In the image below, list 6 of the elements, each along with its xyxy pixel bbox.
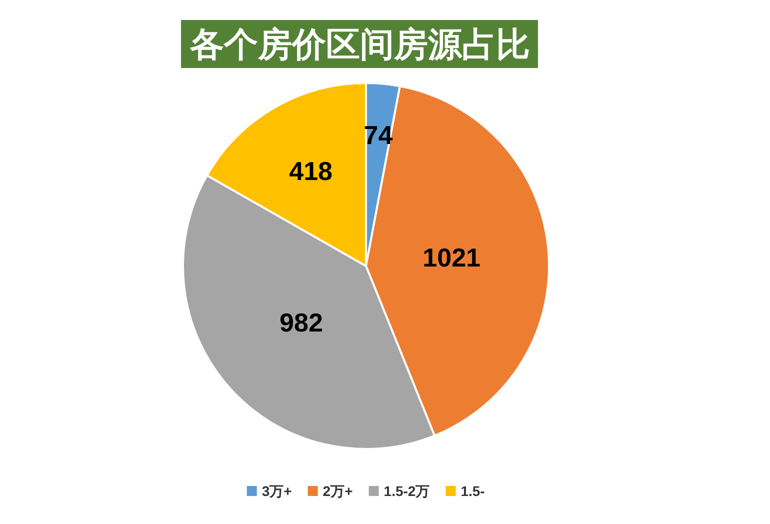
legend-label: 2万+ xyxy=(322,483,353,499)
legend-label: 3万+ xyxy=(262,483,292,499)
legend-label: 1.5-2万 xyxy=(384,483,430,499)
chart-title: 各个房价区间房源占比 xyxy=(189,26,530,64)
legend-label: 1.5- xyxy=(460,483,486,499)
title: 各个房价区间房源占比 xyxy=(181,20,538,68)
